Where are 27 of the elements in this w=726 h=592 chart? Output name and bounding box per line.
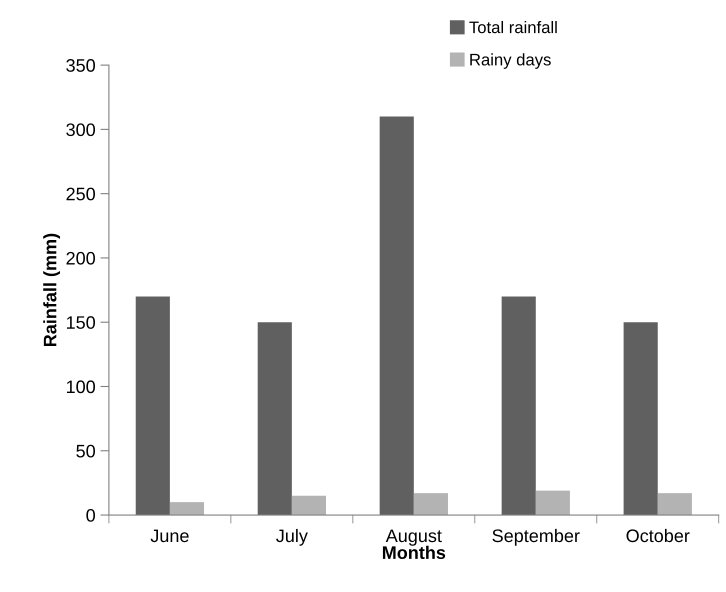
y-tick-label: 0 (86, 508, 95, 522)
x-tick-label: September (492, 528, 580, 546)
legend-label: Rainy days (470, 53, 551, 69)
bar (658, 493, 692, 516)
bar (170, 502, 204, 516)
y-tick-label: 200 (66, 252, 95, 265)
x-tick-label: June (150, 530, 189, 542)
bar (624, 322, 658, 516)
y-tick-label: 150 (66, 316, 95, 329)
y-axis-title: Rainfall (mm) (43, 234, 60, 346)
bar (136, 296, 170, 516)
y-tick-label: 300 (66, 123, 95, 136)
x-tick-label: October (626, 528, 690, 542)
bar (380, 116, 414, 516)
bar (502, 296, 536, 516)
legend-label: Total rainfall (469, 21, 557, 34)
x-axis-title: Months (382, 546, 446, 560)
x-tick-label: August (386, 530, 442, 546)
bar (536, 490, 570, 516)
bar (258, 322, 292, 516)
y-tick-label: 350 (66, 59, 95, 72)
y-tick-label: 50 (76, 444, 95, 458)
x-tick-label: July (276, 528, 308, 546)
y-tick-label: 250 (66, 188, 95, 200)
bar (292, 496, 326, 516)
y-tick-label: 100 (66, 380, 95, 394)
bar (414, 493, 448, 516)
